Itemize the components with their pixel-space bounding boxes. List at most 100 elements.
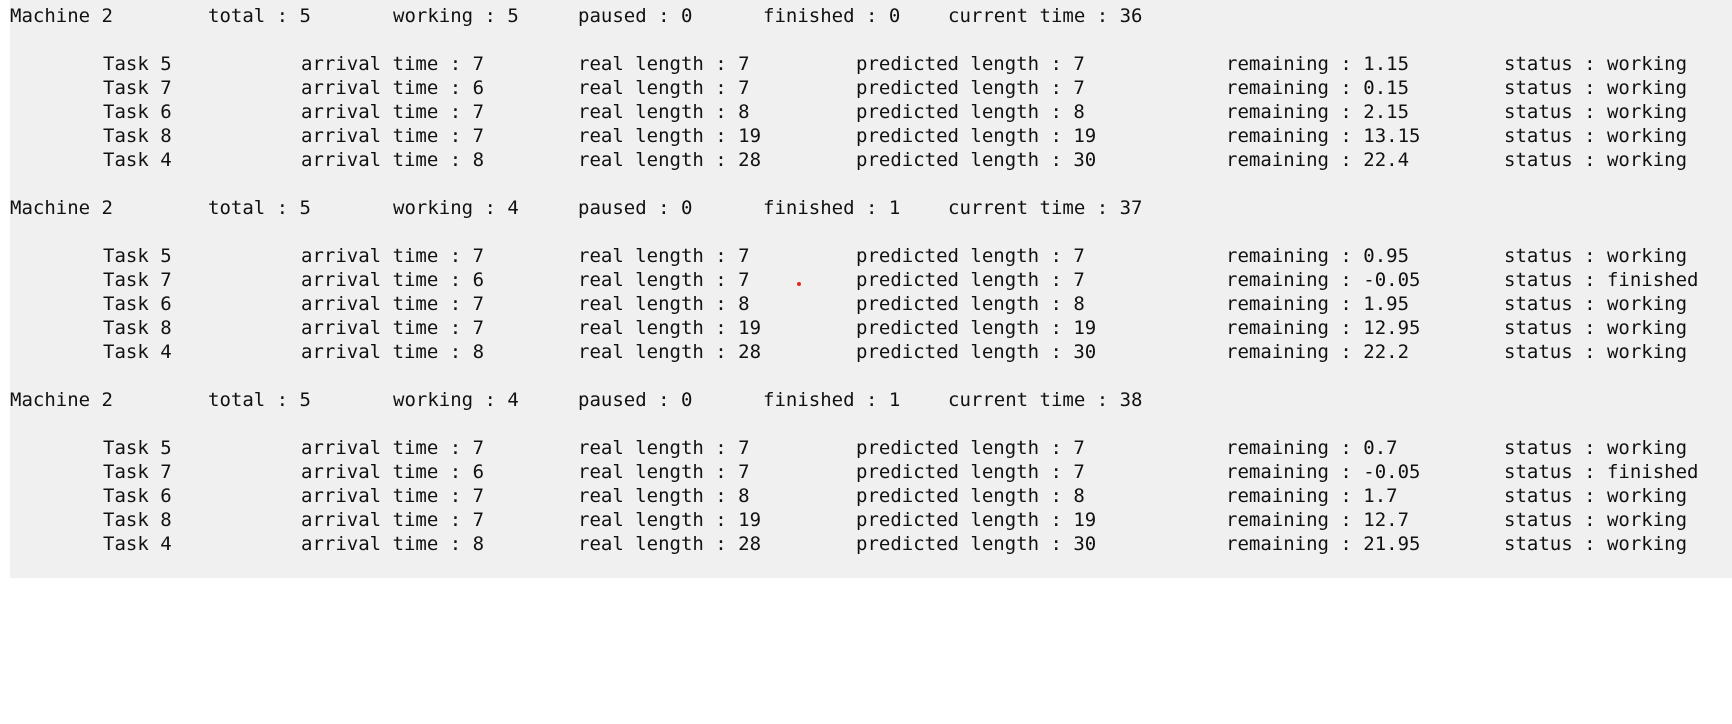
task-row: Task 4 arrival time : 8 real length : 28…: [10, 532, 1687, 556]
task-row: Task 4 arrival time : 8 real length : 28…: [10, 340, 1687, 364]
arrival-time: arrival time : 7: [301, 101, 485, 123]
status: status : working: [1504, 509, 1688, 531]
arrival-time: arrival time : 7: [301, 437, 485, 459]
task-name: Task 8: [103, 125, 172, 147]
task-row: Task 5 arrival time : 7 real length : 7 …: [10, 436, 1687, 460]
task-row: Task 6 arrival time : 7 real length : 8 …: [10, 484, 1687, 508]
task-name: Task 5: [103, 245, 172, 267]
arrival-time: arrival time : 6: [301, 77, 485, 99]
total-count: total : 5: [208, 197, 311, 219]
arrival-time: arrival time : 8: [301, 533, 485, 555]
task-name: Task 8: [103, 317, 172, 339]
machine-header: Machine 2 total : 5 working : 4 paused :…: [10, 196, 1142, 220]
arrival-time: arrival time : 7: [301, 293, 485, 315]
task-row: Task 5 arrival time : 7 real length : 7 …: [10, 52, 1687, 76]
status: status : finished: [1504, 461, 1699, 483]
task-name: Task 4: [103, 533, 172, 555]
predicted-length: predicted length : 7: [856, 245, 1085, 267]
arrival-time: arrival time : 7: [301, 53, 485, 75]
remaining: remaining : 0.15: [1226, 77, 1410, 99]
arrival-time: arrival time : 8: [301, 341, 485, 363]
real-length: real length : 28: [578, 341, 762, 363]
finished-count: finished : 1: [763, 197, 901, 219]
task-name: Task 7: [103, 269, 172, 291]
task-row: Task 5 arrival time : 7 real length : 7 …: [10, 244, 1687, 268]
real-length: real length : 8: [578, 485, 750, 507]
status: status : working: [1504, 245, 1688, 267]
real-length: real length : 28: [578, 533, 762, 555]
remaining: remaining : 12.7: [1226, 509, 1410, 531]
remaining: remaining : 22.2: [1226, 341, 1410, 363]
task-name: Task 4: [103, 149, 172, 171]
status: status : working: [1504, 317, 1688, 339]
predicted-length: predicted length : 30: [856, 533, 1097, 555]
real-length: real length : 7: [578, 53, 750, 75]
remaining: remaining : 0.95: [1226, 245, 1410, 267]
status: status : working: [1504, 77, 1688, 99]
status: status : working: [1504, 341, 1688, 363]
predicted-length: predicted length : 8: [856, 101, 1085, 123]
task-name: Task 4: [103, 341, 172, 363]
remaining: remaining : 2.15: [1226, 101, 1410, 123]
cursor-dot: [797, 282, 801, 286]
arrival-time: arrival time : 8: [301, 149, 485, 171]
machine-header: Machine 2 total : 5 working : 4 paused :…: [10, 388, 1142, 412]
task-row: Task 8 arrival time : 7 real length : 19…: [10, 508, 1687, 532]
machine-label: Machine 2: [10, 5, 113, 27]
working-count: working : 4: [393, 389, 519, 411]
arrival-time: arrival time : 7: [301, 125, 485, 147]
task-name: Task 7: [103, 461, 172, 483]
total-count: total : 5: [208, 389, 311, 411]
task-row: Task 6 arrival time : 7 real length : 8 …: [10, 100, 1687, 124]
real-length: real length : 7: [578, 461, 750, 483]
remaining: remaining : 22.4: [1226, 149, 1410, 171]
predicted-length: predicted length : 7: [856, 53, 1085, 75]
real-length: real length : 19: [578, 509, 762, 531]
remaining: remaining : 0.7: [1226, 437, 1398, 459]
remaining: remaining : 13.15: [1226, 125, 1421, 147]
real-length: real length : 7: [578, 77, 750, 99]
status: status : working: [1504, 125, 1688, 147]
total-count: total : 5: [208, 5, 311, 27]
task-row: Task 7 arrival time : 6 real length : 7 …: [10, 460, 1698, 484]
remaining: remaining : 1.7: [1226, 485, 1398, 507]
task-name: Task 6: [103, 293, 172, 315]
predicted-length: predicted length : 30: [856, 149, 1097, 171]
task-name: Task 8: [103, 509, 172, 531]
status: status : working: [1504, 53, 1688, 75]
predicted-length: predicted length : 19: [856, 509, 1097, 531]
task-row: Task 4 arrival time : 8 real length : 28…: [10, 148, 1687, 172]
arrival-time: arrival time : 7: [301, 485, 485, 507]
predicted-length: predicted length : 30: [856, 341, 1097, 363]
finished-count: finished : 1: [763, 389, 901, 411]
remaining: remaining : -0.05: [1226, 461, 1421, 483]
task-name: Task 5: [103, 53, 172, 75]
remaining: remaining : 12.95: [1226, 317, 1421, 339]
current-time: current time : 36: [948, 5, 1143, 27]
remaining: remaining : 21.95: [1226, 533, 1421, 555]
finished-count: finished : 0: [763, 5, 901, 27]
task-name: Task 7: [103, 77, 172, 99]
paused-count: paused : 0: [578, 197, 693, 219]
real-length: real length : 7: [578, 269, 750, 291]
predicted-length: predicted length : 7: [856, 437, 1085, 459]
machine-header: Machine 2 total : 5 working : 5 paused :…: [10, 4, 1142, 28]
task-name: Task 6: [103, 101, 172, 123]
real-length: real length : 7: [578, 437, 750, 459]
real-length: real length : 7: [578, 245, 750, 267]
status: status : finished: [1504, 269, 1699, 291]
arrival-time: arrival time : 7: [301, 245, 485, 267]
status: status : working: [1504, 293, 1688, 315]
remaining: remaining : 1.15: [1226, 53, 1410, 75]
real-length: real length : 19: [578, 125, 762, 147]
machine-label: Machine 2: [10, 197, 113, 219]
working-count: working : 4: [393, 197, 519, 219]
current-time: current time : 38: [948, 389, 1143, 411]
console-output: Machine 2 total : 5 working : 5 paused :…: [10, 0, 1732, 578]
arrival-time: arrival time : 7: [301, 509, 485, 531]
status: status : working: [1504, 485, 1688, 507]
task-row: Task 7 arrival time : 6 real length : 7 …: [10, 268, 1698, 292]
real-length: real length : 19: [578, 317, 762, 339]
predicted-length: predicted length : 8: [856, 293, 1085, 315]
predicted-length: predicted length : 19: [856, 317, 1097, 339]
